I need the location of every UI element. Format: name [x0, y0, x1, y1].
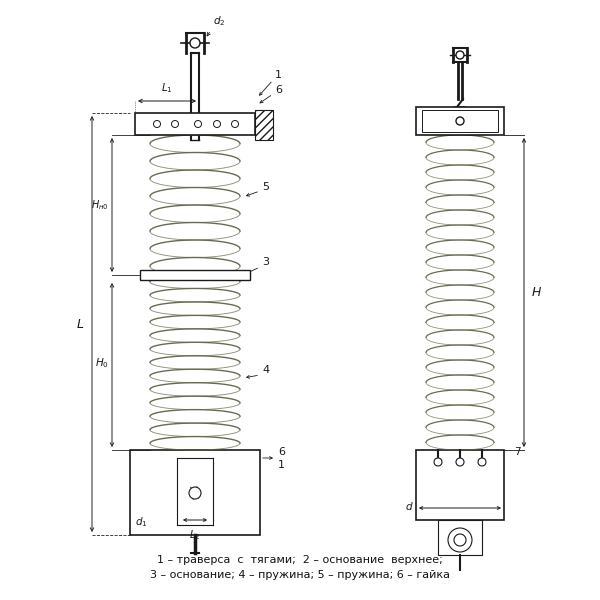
Text: 6: 6 [278, 447, 285, 457]
Text: $H_0$: $H_0$ [95, 356, 109, 370]
Text: $L_1$: $L_1$ [161, 81, 173, 95]
Circle shape [454, 534, 466, 546]
Circle shape [194, 121, 202, 127]
Text: 2: 2 [138, 115, 145, 125]
Text: 6: 6 [275, 85, 282, 95]
Circle shape [448, 528, 472, 552]
Bar [422, 110, 498, 132]
Circle shape [456, 51, 464, 59]
Bar [140, 270, 250, 280]
Bar [438, 520, 482, 555]
Circle shape [456, 117, 464, 125]
Text: 4: 4 [262, 365, 269, 375]
Circle shape [214, 121, 221, 127]
Text: 3: 3 [262, 257, 269, 267]
Text: 1 – траверса  с  тягами;  2 – основание  верхнее;: 1 – траверса с тягами; 2 – основание вер… [157, 555, 443, 565]
Text: 1: 1 [275, 70, 282, 80]
Bar [130, 450, 260, 535]
Circle shape [456, 458, 464, 466]
Text: 1: 1 [278, 460, 285, 470]
Bar [255, 110, 273, 140]
Text: 7: 7 [514, 447, 521, 457]
Circle shape [189, 487, 201, 499]
Text: L: L [77, 317, 83, 331]
Circle shape [190, 38, 200, 48]
Text: $d_2$: $d_2$ [213, 14, 226, 28]
Circle shape [478, 458, 486, 466]
Circle shape [154, 121, 161, 127]
Circle shape [172, 121, 179, 127]
Text: 5: 5 [262, 182, 269, 192]
Circle shape [232, 121, 239, 127]
Text: $H_{н0}$: $H_{н0}$ [91, 198, 109, 212]
Text: $d_1$: $d_1$ [135, 515, 148, 529]
Bar [135, 113, 255, 135]
Text: $d$: $d$ [406, 500, 414, 512]
Bar [416, 107, 504, 135]
Circle shape [434, 458, 442, 466]
Bar [416, 450, 504, 520]
Text: $L_2$: $L_2$ [189, 528, 201, 542]
Text: H: H [532, 286, 541, 299]
Text: 3 – основание; 4 – пружина; 5 – пружина; 6 – гайка: 3 – основание; 4 – пружина; 5 – пружина;… [150, 570, 450, 580]
